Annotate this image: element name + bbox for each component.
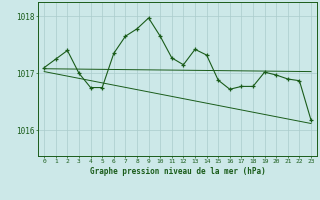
X-axis label: Graphe pression niveau de la mer (hPa): Graphe pression niveau de la mer (hPa) xyxy=(90,167,266,176)
